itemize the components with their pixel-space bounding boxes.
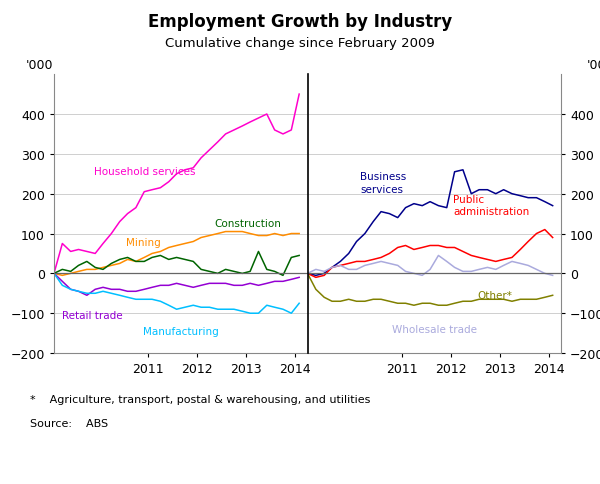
Text: *    Agriculture, transport, postal & warehousing, and utilities: * Agriculture, transport, postal & wareh… — [30, 394, 370, 404]
Text: Mining: Mining — [126, 237, 161, 247]
Text: Employment Growth by Industry: Employment Growth by Industry — [148, 13, 452, 31]
Text: Source:    ABS: Source: ABS — [30, 419, 108, 428]
Text: Retail trade: Retail trade — [62, 310, 123, 320]
Text: Business
services: Business services — [360, 172, 406, 194]
Text: Manufacturing: Manufacturing — [143, 326, 219, 336]
Text: Construction: Construction — [214, 219, 281, 229]
Text: '000: '000 — [586, 59, 600, 72]
Text: '000: '000 — [26, 59, 53, 72]
Text: Public
administration: Public administration — [453, 195, 529, 217]
Text: Other*: Other* — [478, 290, 512, 301]
Text: Wholesale trade: Wholesale trade — [392, 325, 477, 334]
Text: Cumulative change since February 2009: Cumulative change since February 2009 — [165, 37, 435, 50]
Text: Household services: Household services — [94, 166, 196, 176]
